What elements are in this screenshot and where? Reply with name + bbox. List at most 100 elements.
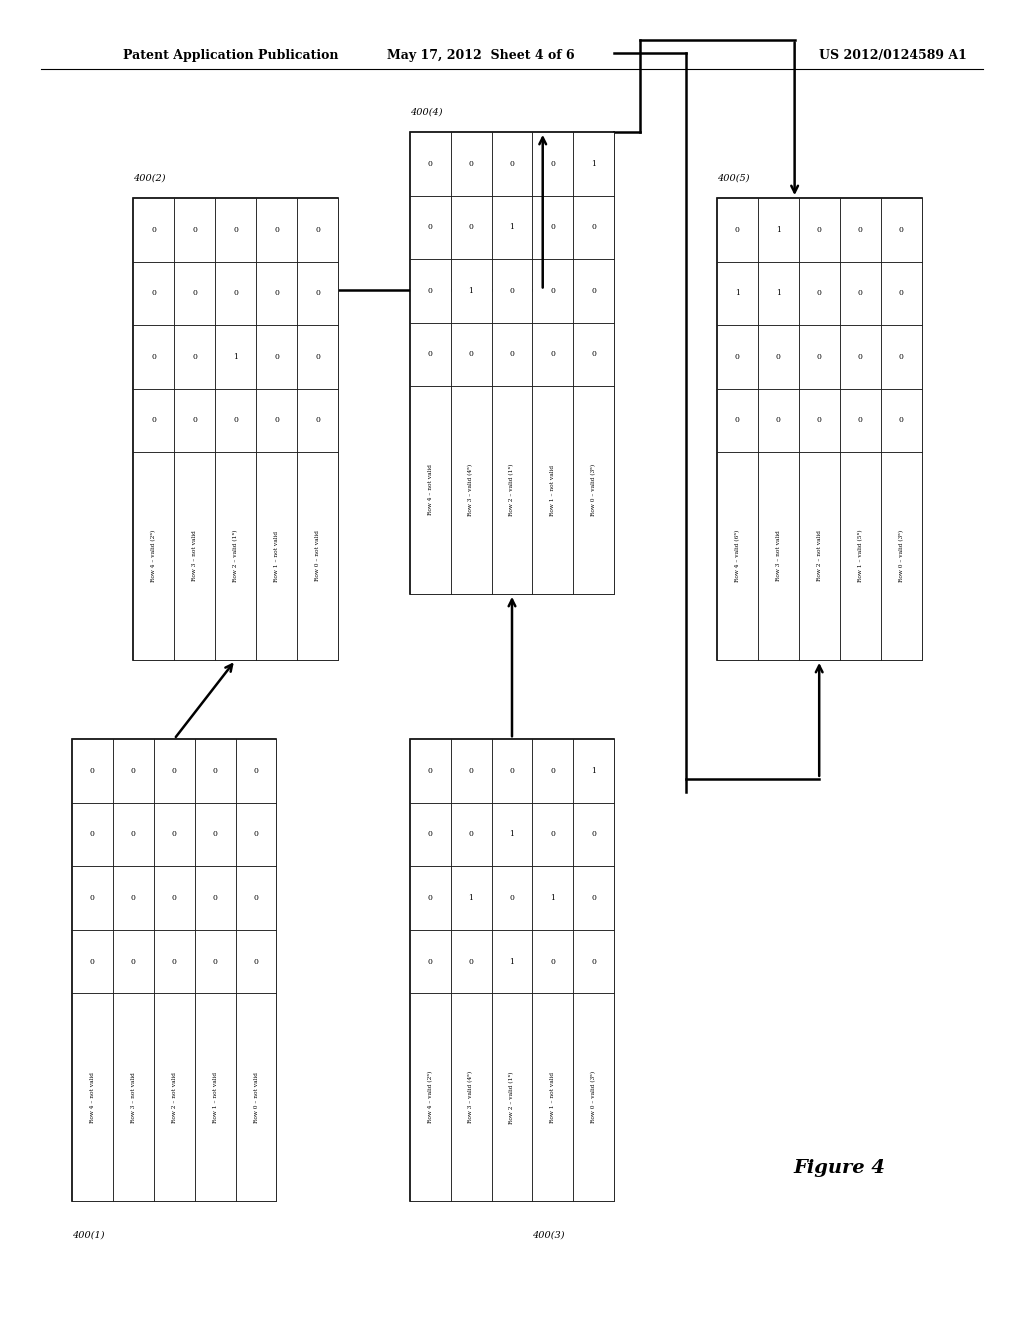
Text: 0: 0: [735, 352, 739, 360]
Text: Row 0 – valid (3ⁿ): Row 0 – valid (3ⁿ): [898, 529, 904, 582]
Bar: [410, 739, 451, 803]
Text: 0: 0: [131, 957, 135, 965]
Text: Row 3 – valid (4ⁿ): Row 3 – valid (4ⁿ): [468, 1071, 474, 1123]
Text: 1: 1: [469, 286, 473, 294]
Bar: [532, 866, 573, 929]
Text: 0: 0: [510, 894, 514, 902]
Text: 0: 0: [428, 160, 432, 168]
Bar: [297, 325, 338, 388]
Text: 0: 0: [817, 352, 821, 360]
Bar: [215, 261, 256, 325]
Bar: [717, 198, 758, 261]
Bar: [72, 739, 276, 1201]
Text: 0: 0: [551, 350, 555, 358]
Text: 0: 0: [899, 416, 903, 424]
Bar: [492, 322, 532, 385]
Bar: [133, 388, 174, 451]
Bar: [881, 325, 922, 388]
Text: Row 4 – not valid: Row 4 – not valid: [90, 1072, 94, 1123]
Bar: [492, 132, 532, 195]
Bar: [451, 195, 492, 259]
Text: Row 3 – not valid: Row 3 – not valid: [776, 531, 780, 581]
Text: US 2012/0124589 A1: US 2012/0124589 A1: [819, 49, 967, 62]
Text: 0: 0: [469, 957, 473, 965]
Text: 400(3): 400(3): [532, 1230, 565, 1239]
Text: Row 1 – not valid: Row 1 – not valid: [551, 1072, 555, 1123]
Bar: [113, 929, 154, 993]
Text: 0: 0: [858, 352, 862, 360]
Text: 0: 0: [817, 289, 821, 297]
Bar: [236, 866, 276, 929]
Bar: [840, 451, 881, 660]
Bar: [573, 132, 614, 195]
Text: 0: 0: [315, 226, 319, 234]
Text: 0: 0: [315, 352, 319, 360]
Bar: [573, 993, 614, 1201]
Text: 0: 0: [428, 286, 432, 294]
Bar: [532, 259, 573, 322]
Text: 1: 1: [776, 226, 780, 234]
Text: 0: 0: [274, 416, 279, 424]
Bar: [174, 261, 215, 325]
Bar: [573, 259, 614, 322]
Text: 0: 0: [233, 416, 238, 424]
Bar: [492, 929, 532, 993]
Bar: [492, 803, 532, 866]
Text: 0: 0: [315, 416, 319, 424]
Text: Row 4 – valid (6ⁿ): Row 4 – valid (6ⁿ): [734, 529, 740, 582]
Bar: [256, 261, 297, 325]
Bar: [215, 198, 256, 261]
Text: 1: 1: [551, 894, 555, 902]
Bar: [256, 198, 297, 261]
Bar: [799, 325, 840, 388]
Bar: [154, 739, 195, 803]
Text: 0: 0: [274, 352, 279, 360]
Bar: [451, 259, 492, 322]
Text: Row 3 – not valid: Row 3 – not valid: [193, 531, 197, 581]
Bar: [133, 451, 174, 660]
Text: 0: 0: [428, 894, 432, 902]
Text: 0: 0: [152, 416, 156, 424]
Bar: [451, 132, 492, 195]
Bar: [113, 739, 154, 803]
Bar: [532, 322, 573, 385]
Text: 400(4): 400(4): [410, 107, 442, 116]
Text: 0: 0: [213, 830, 217, 838]
Bar: [133, 198, 174, 261]
Bar: [174, 325, 215, 388]
Bar: [297, 261, 338, 325]
Bar: [410, 259, 451, 322]
Text: 0: 0: [172, 830, 176, 838]
Text: Row 0 – not valid: Row 0 – not valid: [254, 1072, 258, 1123]
Bar: [154, 993, 195, 1201]
Bar: [573, 195, 614, 259]
Bar: [215, 451, 256, 660]
Text: 0: 0: [193, 352, 197, 360]
Text: 0: 0: [131, 894, 135, 902]
Text: 0: 0: [469, 350, 473, 358]
Bar: [236, 739, 276, 803]
Text: 0: 0: [274, 226, 279, 234]
Text: Row 2 – valid (1ⁿ): Row 2 – valid (1ⁿ): [509, 1071, 515, 1123]
Bar: [840, 261, 881, 325]
Text: 1: 1: [510, 957, 514, 965]
Text: 0: 0: [152, 289, 156, 297]
Bar: [532, 195, 573, 259]
Text: 1: 1: [510, 830, 514, 838]
Text: 0: 0: [90, 894, 94, 902]
Text: 0: 0: [131, 767, 135, 775]
Bar: [492, 385, 532, 594]
Bar: [410, 195, 451, 259]
Text: 1: 1: [469, 894, 473, 902]
Bar: [215, 325, 256, 388]
Bar: [72, 929, 113, 993]
Bar: [154, 803, 195, 866]
Text: Row 2 – valid (1ⁿ): Row 2 – valid (1ⁿ): [232, 529, 239, 582]
Bar: [758, 198, 799, 261]
Bar: [881, 198, 922, 261]
Text: 0: 0: [193, 289, 197, 297]
Bar: [72, 866, 113, 929]
Text: 0: 0: [428, 223, 432, 231]
Text: 0: 0: [510, 160, 514, 168]
Bar: [410, 132, 614, 594]
